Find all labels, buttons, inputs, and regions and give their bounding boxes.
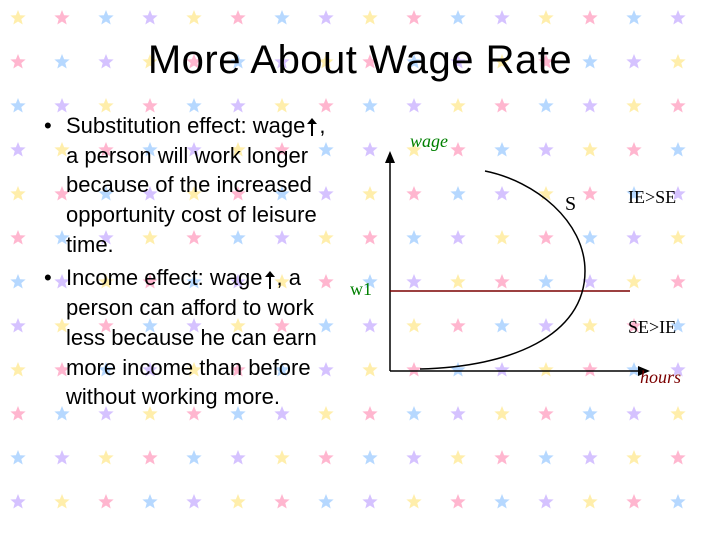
axis-label-wage: wage [410, 131, 448, 152]
labor-supply-chart: wage S IE>SE w1 SE>IE hours [350, 111, 680, 441]
bullet-list: Substitution effect: wage, a person will… [40, 111, 340, 441]
bullet-item: Income effect: wage, a person can afford… [40, 263, 340, 411]
region-label-ie-se: IE>SE [628, 187, 676, 208]
bullet-text-prefix: Income effect: wage [66, 265, 263, 290]
label-w1: w1 [350, 279, 372, 300]
slide-title: More About Wage Rate [40, 38, 680, 83]
bullet-text-prefix: Substitution effect: wage [66, 113, 305, 138]
axis-label-hours: hours [640, 367, 681, 388]
up-arrow-icon [265, 269, 275, 291]
slide: More About Wage Rate Substitution effect… [0, 0, 720, 540]
up-arrow-icon [307, 116, 317, 138]
curve-label-s: S [565, 193, 576, 216]
region-label-se-ie: SE>IE [628, 317, 676, 338]
bullet-item: Substitution effect: wage, a person will… [40, 111, 340, 259]
content-row: Substitution effect: wage, a person will… [40, 111, 680, 441]
